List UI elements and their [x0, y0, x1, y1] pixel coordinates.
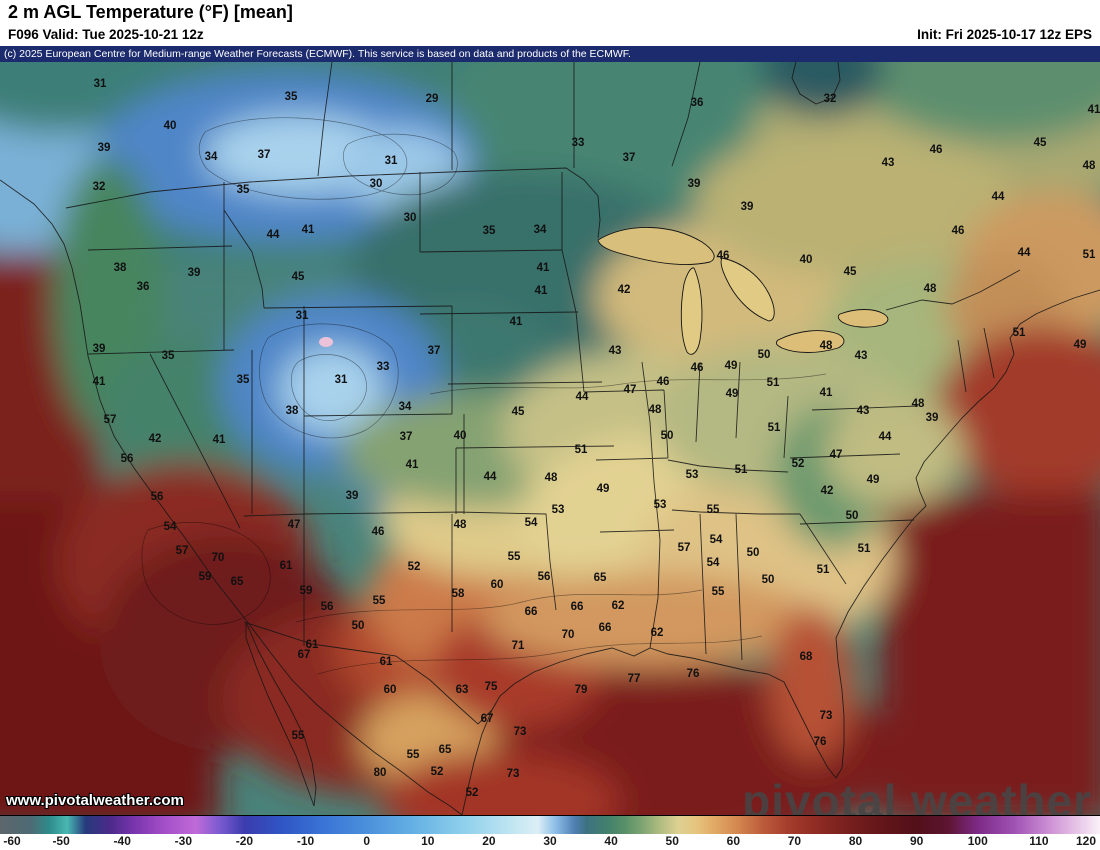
- colorbar-tick-label: -40: [113, 834, 131, 848]
- colorbar-tick-label: 50: [665, 834, 679, 848]
- init-time-label: Init: Fri 2025-10-17 12z EPS: [917, 27, 1092, 42]
- colorbar-gradient: [0, 816, 1100, 834]
- colorbar-tick-label: 20: [482, 834, 496, 848]
- header-subrow: F096 Valid: Tue 2025-10-21 12z Init: Fri…: [8, 27, 1092, 42]
- colorbar: -60 -50 -40 -30 -20 -10 0 10 20 30 40 50 60 70 80 90 100…: [0, 815, 1100, 850]
- colorbar-tick-label: 120: [1075, 834, 1097, 848]
- geo-borders: [0, 62, 1100, 815]
- cold-spot-marker: [319, 337, 333, 347]
- contour-lines: [141, 117, 827, 675]
- colorbar-ticks: -60 -50 -40 -30 -20 -10 0 10 20 30 40 50 60 70 80 90 100…: [0, 834, 1100, 850]
- colorbar-tick-label: 10: [421, 834, 435, 848]
- great-lakes: [597, 227, 889, 355]
- colorbar-tick-label: 80: [848, 834, 863, 848]
- temperature-map: [0, 62, 1100, 815]
- colorbar-tick-label: -60: [3, 834, 21, 848]
- colorbar-tick-label: 40: [604, 834, 618, 848]
- colorbar-tick-label: 90: [909, 834, 924, 848]
- colorbar-tick-label: 110: [1029, 834, 1049, 848]
- page-title: 2 m AGL Temperature (°F) [mean]: [8, 2, 293, 22]
- colorbar-tick-label: 60: [726, 834, 741, 848]
- field-blobs: [0, 62, 1100, 815]
- valid-time-label: F096 Valid: Tue 2025-10-21 12z: [8, 27, 204, 42]
- colorbar-tick-label: -30: [174, 834, 192, 848]
- colorbar-tick-label: 30: [543, 834, 557, 848]
- colorbar-tick-label: -10: [296, 834, 315, 848]
- colorbar-tick-label: -50: [52, 834, 70, 848]
- colorbar-tick-label: 100: [967, 834, 988, 848]
- colorbar-tick-label: 70: [787, 834, 802, 848]
- copyright-bar: (c) 2025 European Centre for Medium-rang…: [0, 46, 1100, 62]
- colorbar-tick-label: -20: [235, 834, 254, 848]
- colorbar-tick-label: 0: [363, 834, 370, 848]
- temperature-field-svg: [0, 62, 1100, 815]
